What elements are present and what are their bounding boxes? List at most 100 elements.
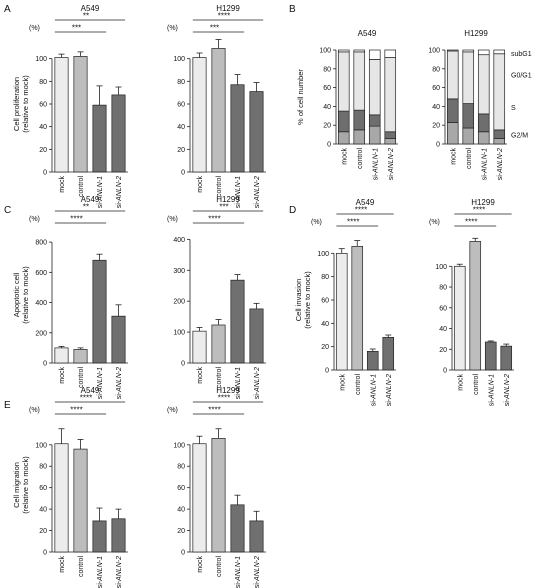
category-label: si-ANLN-2 [116,176,123,208]
y-tick-label: 100 [319,48,331,55]
y-tick-label: 80 [177,79,185,86]
category-label: si-ANLN-2 [254,176,261,208]
y-tick-label: 40 [39,507,47,514]
category-label-gene: ANLN-1 [97,367,104,393]
chart-title: H1299 [216,386,240,395]
bar-control [469,241,482,371]
category-label: control [78,367,85,388]
category-label-gene: ANLN-2 [254,556,261,582]
chart-D1: D A549 0 20 40 60 80 100 (%) Cell invasion (relati… [289,198,396,406]
significance-stars: *** [219,203,228,212]
y-tick-label: 40 [177,124,185,131]
y-tick-label: 0 [181,170,185,177]
chart-title: A549 [358,29,377,38]
unit-label: (%) [167,407,178,414]
y-tick-label: 0 [43,361,47,368]
bar-mock [54,443,69,553]
y-tick-label: 20 [39,528,47,535]
y-tick-label: 20 [39,147,47,154]
category-label: control [357,148,364,169]
unit-label: (%) [311,219,322,226]
category-label-prefix: si- [504,398,511,406]
category-label-gene: ANLN-2 [386,374,393,400]
y-tick-label: 0 [436,142,440,149]
y-axis-label-2: (relative to mock) [303,271,312,329]
category-label-gene: ANLN-1 [372,148,379,174]
y-tick-label: 80 [321,274,329,281]
bar-si-ANLN-1 [230,504,245,553]
y-tick-label: 20 [323,123,331,130]
y-axis-label: Apoptotic cell [12,272,21,317]
category-label: si-ANLN-1 [97,367,104,399]
chart-title: A549 [81,4,100,13]
category-label-prefix: si- [254,200,261,208]
category-label: control [216,176,223,197]
significance-stars: *** [210,24,219,33]
category-label-gene: ANLN-2 [116,556,123,582]
chart-title: H1299 [216,4,240,13]
segment-G0G1-si-ANLN-2 [384,57,397,133]
y-axis-label-2: (relative to mock) [21,266,30,324]
unit-label: (%) [29,216,40,223]
category-label-prefix: si- [497,172,504,180]
significance-stars: **** [70,406,82,415]
segment-G0G1-si-ANLN-1 [477,54,490,115]
y-axis-label: % of cell number [296,69,305,125]
category-label-gene: ANLN-2 [116,367,123,393]
category-label: si-ANLN-2 [388,148,395,180]
chart-E2: H1299 0 20 40 60 80 100 (%) **** **** mock control s… [167,386,266,588]
category-label: si-ANLN-2 [116,367,123,399]
bar-si-ANLN-1 [92,520,107,553]
segment-G2M-control [462,127,475,145]
category-label-prefix: si- [97,391,104,399]
category-label-gene: ANLN-1 [97,176,104,202]
category-label-prefix: si- [488,398,495,406]
category-label-prefix: si- [372,172,379,180]
y-tick-label: 0 [325,368,329,375]
y-tick-label: 80 [39,464,47,471]
segment-S-si-ANLN-2 [384,131,397,139]
category-label: si-ANLN-1 [97,176,104,208]
panel-letter: E [4,400,11,411]
y-tick-label: 100 [173,442,185,449]
chart-B2: H1299 0 20 40 60 80 100 subG1 G0/G1 S G2/M mock cont… [428,29,531,180]
category-label-gene: ANLN-1 [235,367,242,393]
category-label-prefix: si- [116,580,123,588]
bar-control [211,324,226,364]
significance-stars: **** [465,218,477,227]
segment-subG1-si-ANLN-2 [493,49,506,55]
category-label-prefix: si- [116,391,123,399]
bar-mock [192,443,207,553]
category-label-gene: ANLN-1 [235,176,242,202]
y-tick-label: 40 [321,321,329,328]
category-label: control [466,148,473,169]
segment-subG1-si-ANLN-1 [477,49,490,56]
y-tick-label: 0 [43,550,47,557]
segment-G0G1-mock [446,50,459,100]
category-label-gene: ANLN-1 [235,556,242,582]
bar-si-ANLN-2 [111,315,126,364]
y-tick-label: 40 [432,104,440,111]
panel-letter: C [4,205,11,216]
segment-subG1-control [462,49,475,53]
y-tick-label: 300 [173,268,185,275]
bar-si-ANLN-2 [111,94,126,173]
y-axis-label-2: (relative to mock) [21,75,30,133]
significance-stars: **** [80,394,92,403]
bar-mock [453,265,466,371]
category-label: si-ANLN-1 [481,148,488,180]
category-label-prefix: si- [481,172,488,180]
y-tick-label: 40 [323,104,331,111]
chart-C1: C A549 0 200 400 600 800 (%) Apoptotic cell (rela… [4,195,128,399]
y-tick-label: 80 [432,66,440,73]
bar-mock [54,57,69,173]
y-tick-label: 60 [177,102,185,109]
segment-G0G1-control [353,51,366,111]
category-label: mock [59,556,66,573]
y-tick-label: 200 [35,330,47,337]
y-tick-label: 20 [432,123,440,130]
y-tick-label: 0 [181,550,185,557]
category-label: si-ANLN-2 [116,556,123,588]
unit-label: (%) [29,407,40,414]
bar-si-ANLN-1 [366,350,379,371]
